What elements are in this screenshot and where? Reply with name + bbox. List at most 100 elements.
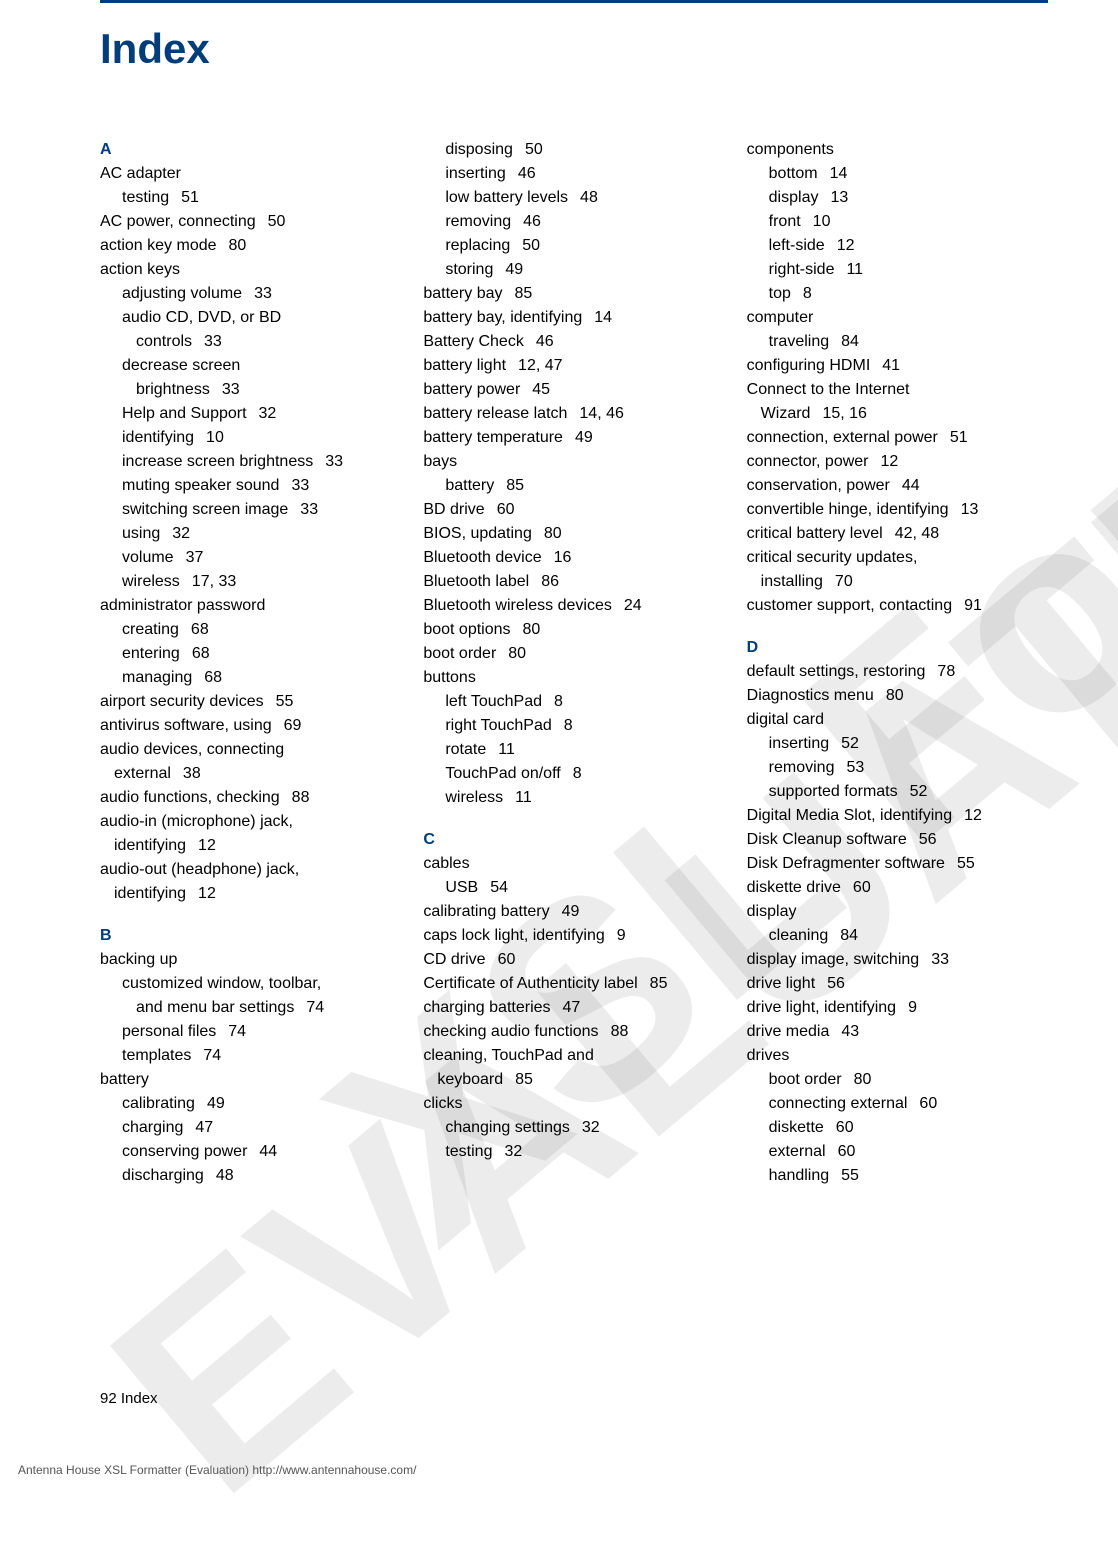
index-term: supported formats (769, 783, 898, 800)
index-page-ref: 13 (961, 501, 979, 518)
index-term: connector, power (747, 453, 869, 470)
index-term: battery (100, 1071, 149, 1088)
index-page-ref: 15, 16 (822, 405, 866, 422)
index-term: caps lock light, identifying (423, 927, 604, 944)
index-entry: disposing50 (423, 138, 724, 162)
index-entry: USB 54 (423, 876, 724, 900)
index-page-ref: 44 (902, 477, 920, 494)
index-term: muting speaker sound (122, 477, 279, 494)
index-term: replacing (445, 237, 510, 254)
index-term: USB (445, 879, 478, 896)
index-entry: entering68 (100, 642, 401, 666)
index-page-ref: 12, 47 (518, 357, 562, 374)
index-term: boot options (423, 621, 510, 638)
index-entry: default settings, restoring78 (747, 660, 1048, 684)
index-entry: conserving power44 (100, 1140, 401, 1164)
index-entry: TouchPad on/off8 (423, 762, 724, 786)
index-page-ref: 84 (840, 927, 858, 944)
index-entry: creating68 (100, 618, 401, 642)
index-entry: Disk Cleanup software56 (747, 828, 1048, 852)
index-entry: boot order80 (747, 1068, 1048, 1092)
index-page-ref: 33 (254, 285, 272, 302)
index-entry: bays (423, 450, 724, 474)
index-entry: storing49 (423, 258, 724, 282)
index-page-ref: 48 (580, 189, 598, 206)
index-page-ref: 12 (881, 453, 899, 470)
index-entry: top8 (747, 282, 1048, 306)
index-entry: backing up (100, 948, 401, 972)
index-page-ref: 91 (964, 597, 982, 614)
index-entry: handling55 (747, 1164, 1048, 1188)
index-page-ref: 49 (505, 261, 523, 278)
index-page-ref: 8 (803, 285, 812, 302)
index-term: battery temperature (423, 429, 563, 446)
index-entry: battery release latch14, 46 (423, 402, 724, 426)
index-entry: battery85 (423, 474, 724, 498)
index-page-ref: 51 (181, 189, 199, 206)
index-term: changing settings (445, 1119, 570, 1136)
index-term: handling (769, 1167, 830, 1184)
index-entry: boot options80 (423, 618, 724, 642)
index-term: backing up (100, 951, 177, 968)
index-term: display (747, 903, 797, 920)
index-entry: Bluetooth device16 (423, 546, 724, 570)
index-entry: clicks (423, 1092, 724, 1116)
index-entry: volume 37 (100, 546, 401, 570)
index-entry: battery bay, identifying14 (423, 306, 724, 330)
index-term: controls (136, 333, 192, 350)
index-page-ref: 8 (554, 693, 563, 710)
index-entry: convertible hinge, identifying13 (747, 498, 1048, 522)
index-term: brightness (136, 381, 210, 398)
index-entry: right-side11 (747, 258, 1048, 282)
index-page-ref: 12 (198, 837, 216, 854)
index-term: decrease screen (122, 357, 240, 374)
index-entry: digital card (747, 708, 1048, 732)
index-term: low battery levels (445, 189, 568, 206)
index-term: audio functions, checking (100, 789, 280, 806)
index-entry: audio-in (microphone) jack, (100, 810, 401, 834)
index-term: diskette drive (747, 879, 841, 896)
index-term: action keys (100, 261, 180, 278)
index-entry: cleaning, TouchPad and (423, 1044, 724, 1068)
index-term: front (769, 213, 801, 230)
index-term: connecting external (769, 1095, 908, 1112)
index-page-ref: 47 (195, 1119, 213, 1136)
index-term: critical security updates, (747, 549, 918, 566)
index-entry: action keys (100, 258, 401, 282)
index-term: conserving power (122, 1143, 247, 1160)
index-page-ref: 37 (186, 549, 204, 566)
index-page-ref: 54 (490, 879, 508, 896)
index-page-ref: 60 (836, 1119, 854, 1136)
index-entry: removing46 (423, 210, 724, 234)
index-page-ref: 69 (284, 717, 302, 734)
index-term: charging batteries (423, 999, 550, 1016)
section-letter: C (423, 828, 724, 852)
index-term: Diagnostics menu (747, 687, 874, 704)
index-page-ref: 9 (908, 999, 917, 1016)
index-entry: drive media 43 (747, 1020, 1048, 1044)
index-term: cleaning (769, 927, 829, 944)
page-title: Index (100, 25, 1048, 73)
index-term: inserting (445, 165, 505, 182)
index-term: left-side (769, 237, 825, 254)
index-page-ref: 43 (841, 1023, 859, 1040)
index-entry: calibrating battery49 (423, 900, 724, 924)
index-entry: testing32 (423, 1140, 724, 1164)
index-column-2: disposing50inserting46low battery levels… (423, 138, 724, 1188)
index-entry: cleaning 84 (747, 924, 1048, 948)
index-term: drive media (747, 1023, 830, 1040)
index-entry: buttons (423, 666, 724, 690)
index-entry: personal files74 (100, 1020, 401, 1044)
evaluation-footer: Antenna House XSL Formatter (Evaluation)… (18, 1463, 416, 1477)
index-page-ref: 60 (498, 951, 516, 968)
index-entry: checking audio functions88 (423, 1020, 724, 1044)
index-page-ref: 11 (498, 741, 515, 758)
index-page-ref: 51 (950, 429, 968, 446)
index-entry: replacing50 (423, 234, 724, 258)
index-entry: Digital Media Slot, identifying12 (747, 804, 1048, 828)
index-entry: battery temperature49 (423, 426, 724, 450)
index-page-ref: 60 (497, 501, 515, 518)
index-page-ref: 16 (554, 549, 572, 566)
index-term: volume (122, 549, 174, 566)
index-term: default settings, restoring (747, 663, 926, 680)
